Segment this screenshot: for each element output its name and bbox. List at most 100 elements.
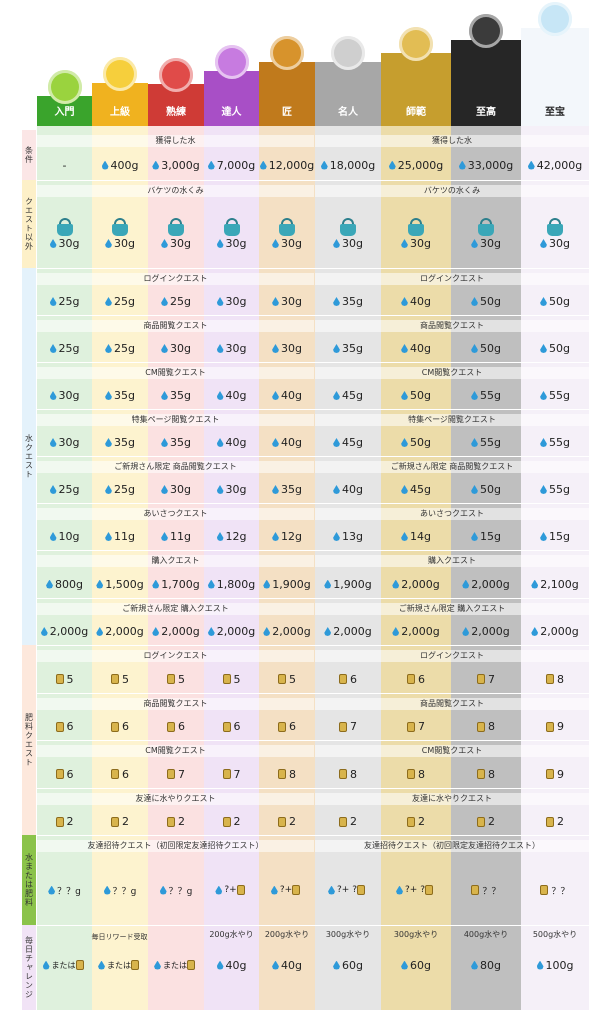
water-drop-icon xyxy=(540,532,547,541)
value-cell: ？？ xyxy=(521,855,589,925)
water-drop-icon xyxy=(396,885,404,895)
section-label-water_or_fertilizer: 水または肥料 xyxy=(22,835,36,925)
value-text: 1,900g xyxy=(333,577,372,591)
value-cell: 6 xyxy=(204,713,259,740)
badge-shape xyxy=(270,36,304,70)
fertilizer-icon xyxy=(546,674,554,684)
fertilizer-icon xyxy=(55,721,64,732)
value-cell: 25,000g xyxy=(381,150,451,180)
value-text: 2,000g xyxy=(216,625,256,638)
row-title: 友達に水やりクエスト xyxy=(37,793,314,805)
water-drop-icon xyxy=(270,885,278,895)
water-drop-icon xyxy=(105,344,112,353)
rank-name: 師範 xyxy=(406,107,426,118)
rank-badge-icon xyxy=(214,45,249,79)
value-text: 50g xyxy=(480,295,501,308)
water-drop-icon xyxy=(272,297,279,306)
value-cell: 50g xyxy=(521,335,589,362)
water-drop-icon xyxy=(471,438,478,447)
value-cell: 7 xyxy=(148,760,204,788)
water-drop-icon xyxy=(105,485,112,494)
value-text: 40g xyxy=(281,958,302,972)
value-text: 2 xyxy=(122,815,129,828)
fertilizer-icon xyxy=(471,885,480,895)
water-drop-icon xyxy=(103,885,111,895)
water-drop-icon xyxy=(401,239,408,248)
bucket-amount: 30g xyxy=(471,237,501,250)
value-text: 30g xyxy=(281,237,302,250)
fertilizer-icon xyxy=(339,816,347,827)
value-text: 30g xyxy=(58,436,80,449)
water-drop-icon xyxy=(152,627,160,636)
value-cell: 30g xyxy=(451,200,521,268)
rank-header-5: 名人 xyxy=(315,62,381,126)
value-text: 6 xyxy=(418,672,425,686)
water-drop-icon xyxy=(49,485,57,494)
value-cell: 50g xyxy=(451,288,521,315)
water-drop-icon xyxy=(333,438,340,447)
value-text: 18,000g xyxy=(329,158,376,172)
value-cell: 1,900g xyxy=(315,570,381,598)
value-text: 9 xyxy=(557,720,564,733)
value-text: 15g xyxy=(480,530,501,543)
value-cell: 50g xyxy=(381,382,451,409)
value-cell: ?+ ? xyxy=(315,855,381,925)
value-text: 12g xyxy=(225,530,247,543)
daily-condition-label: 300g水やり xyxy=(393,930,439,939)
value-text: 30g xyxy=(170,483,191,496)
rank-header-3: 達人 xyxy=(204,71,259,126)
fertilizer-icon xyxy=(278,816,286,827)
value-text: 400g xyxy=(110,158,139,172)
badge-shape xyxy=(538,2,572,36)
daily-reward-title: 毎日リワード受取 xyxy=(91,933,148,941)
value-text: ？？g xyxy=(57,886,81,897)
water-drop-icon xyxy=(161,239,168,248)
water-drop-icon xyxy=(259,160,267,170)
water-drop-icon xyxy=(49,532,57,541)
water-drop-icon xyxy=(49,344,57,353)
row-title: 購入クエスト xyxy=(315,555,589,567)
water-drop-icon xyxy=(96,627,104,636)
value-text: 40g xyxy=(410,295,431,308)
value-text: 50g xyxy=(480,483,501,496)
badge-shape xyxy=(469,14,503,48)
bucket-icon xyxy=(54,218,76,236)
bucket-icon xyxy=(475,218,497,236)
value-cell: 2 xyxy=(37,808,92,835)
value-cell: 5 xyxy=(92,665,148,693)
row-separator xyxy=(37,740,589,741)
water-drop-icon xyxy=(540,438,547,447)
water-drop-icon xyxy=(333,297,340,306)
value-text: 6 xyxy=(66,767,74,781)
value-text: 40g xyxy=(281,389,302,402)
value-text: 25g xyxy=(58,483,80,496)
fertilizer-icon xyxy=(222,769,231,779)
value-cell: 35g xyxy=(259,476,315,503)
value-cell: 7 xyxy=(451,665,521,693)
badge-shape xyxy=(331,36,365,70)
value-text: 30g xyxy=(281,295,302,308)
value-text: 35g xyxy=(281,483,302,496)
rank-header-4: 匠 xyxy=(259,62,315,126)
fertilizer-icon xyxy=(546,816,554,827)
value-text: 80g xyxy=(480,958,501,972)
water-drop-icon xyxy=(540,485,547,494)
value-text: 30g xyxy=(225,295,247,308)
value-cell: 1,900g xyxy=(259,570,315,598)
row-separator xyxy=(37,268,589,269)
row-title: 特集ページ閲覧クエスト xyxy=(37,414,314,426)
value-text: 2,100g xyxy=(540,577,579,591)
value-cell: 50g xyxy=(451,476,521,503)
value-cell: 30g xyxy=(148,476,204,503)
value-text: 6 xyxy=(178,720,185,733)
value-text: 55g xyxy=(549,389,570,402)
value-cell: 2,000g xyxy=(381,570,451,598)
value-text: 6 xyxy=(122,720,129,733)
value-cell: 10g xyxy=(37,523,92,550)
value-cell: 30g xyxy=(148,335,204,362)
value-cell: 30g xyxy=(521,200,589,268)
row-title: ログインクエスト xyxy=(37,273,314,285)
row-separator xyxy=(37,180,589,181)
value-cell: 45g xyxy=(315,382,381,409)
